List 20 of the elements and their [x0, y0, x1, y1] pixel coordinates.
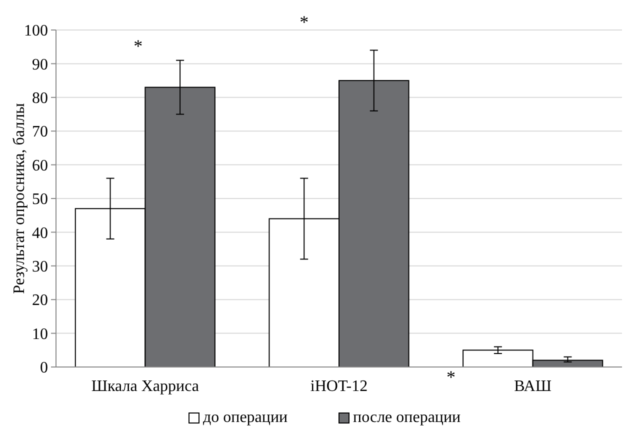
y-axis-title: Результат опросника, баллы — [11, 102, 28, 294]
x-tick-label: Шкала Харриса — [91, 378, 199, 395]
y-tick-label: 40 — [32, 224, 48, 242]
legend-label: до операции — [203, 409, 288, 426]
y-tick-label: 20 — [32, 292, 48, 310]
y-tick-label: 60 — [32, 157, 48, 174]
legend-label: после операции — [353, 409, 462, 426]
annotation: * — [134, 36, 143, 56]
y-tick-label: 30 — [32, 258, 48, 276]
y-tick-label: 80 — [32, 90, 48, 107]
y-tick-label: 50 — [32, 191, 48, 208]
y-tick-label: 100 — [24, 22, 48, 40]
annotation: * — [300, 12, 309, 32]
y-tick-label: 0 — [40, 360, 48, 377]
annotation: * — [446, 367, 456, 387]
y-tick-label: 10 — [32, 326, 48, 343]
y-tick-label: 90 — [32, 56, 48, 74]
x-tick-label: iHOT-12 — [310, 378, 368, 395]
y-tick-label: 70 — [32, 124, 48, 141]
x-tick-label: ВАШ — [514, 378, 552, 395]
